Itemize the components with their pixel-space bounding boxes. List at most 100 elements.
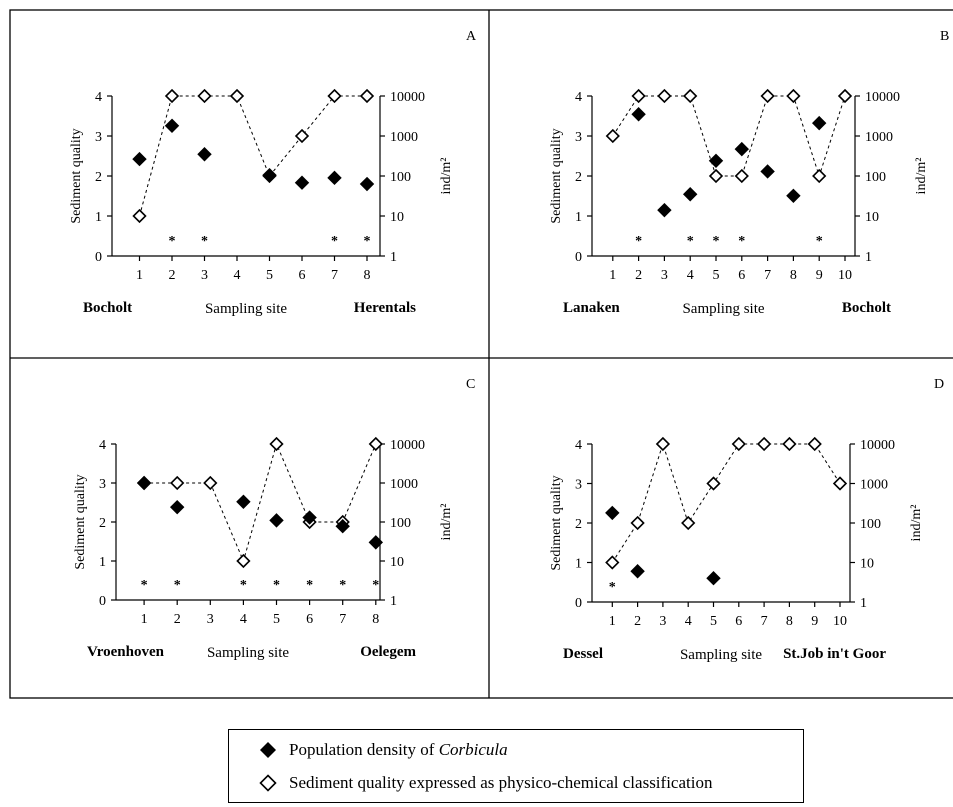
x-tick-label: 2 bbox=[169, 268, 176, 283]
x-tick-label: 4 bbox=[685, 614, 692, 629]
x-tick-label: 8 bbox=[364, 268, 371, 283]
density-point bbox=[294, 175, 310, 190]
left-tick-label: 2 bbox=[575, 517, 582, 532]
left-tick-label: 3 bbox=[95, 130, 102, 145]
asterisk-mark: * bbox=[816, 234, 823, 249]
left-tick-label: 4 bbox=[95, 90, 102, 105]
panel-letter: D bbox=[934, 377, 944, 392]
site-end-label: Herentals bbox=[354, 300, 416, 316]
asterisk-mark: * bbox=[609, 580, 616, 595]
asterisk-mark: * bbox=[364, 234, 371, 249]
x-tick-label: 7 bbox=[761, 614, 768, 629]
right-tick-label: 1 bbox=[865, 250, 872, 265]
right-tick-label: 100 bbox=[390, 170, 411, 185]
sediment-quality-point bbox=[631, 88, 646, 104]
asterisk-mark: * bbox=[174, 578, 181, 593]
left-tick-label: 2 bbox=[575, 170, 582, 185]
left-tick-label: 1 bbox=[575, 210, 582, 225]
x-tick-label: 5 bbox=[710, 614, 717, 629]
legend-quality-label: Sediment quality expressed as physico-ch… bbox=[289, 773, 713, 792]
density-point bbox=[302, 510, 317, 525]
x-tick-label: 8 bbox=[786, 614, 793, 629]
density-point bbox=[734, 141, 750, 157]
sediment-quality-point bbox=[229, 88, 245, 104]
site-end-label: Bocholt bbox=[842, 300, 891, 316]
right-tick-label: 10 bbox=[860, 557, 874, 572]
x-tick-label: 3 bbox=[201, 268, 208, 283]
sediment-quality-point bbox=[786, 88, 801, 104]
x-tick-label: 8 bbox=[372, 612, 379, 627]
x-tick-label: 7 bbox=[339, 612, 346, 627]
density-point bbox=[132, 151, 147, 167]
left-tick-label: 1 bbox=[575, 557, 582, 572]
sediment-quality-point bbox=[734, 168, 749, 184]
left-tick-label: 0 bbox=[575, 250, 582, 265]
site-start-label: Lanaken bbox=[563, 300, 620, 316]
site-end-label: Oelegem bbox=[360, 644, 416, 660]
sediment-quality-point bbox=[655, 436, 671, 452]
x-tick-label: 6 bbox=[306, 612, 313, 627]
density-point bbox=[262, 167, 277, 183]
sediment-quality-point bbox=[706, 476, 721, 491]
x-tick-label: 2 bbox=[634, 614, 641, 629]
left-tick-label: 0 bbox=[99, 594, 106, 609]
asterisk-mark: * bbox=[141, 578, 148, 593]
sediment-quality-point bbox=[832, 476, 848, 491]
x-tick-label: 1 bbox=[136, 268, 143, 283]
x-tick-label: 1 bbox=[141, 612, 148, 627]
right-tick-label: 100 bbox=[860, 517, 881, 532]
density-point bbox=[335, 519, 350, 534]
density-point bbox=[269, 513, 284, 528]
asterisk-mark: * bbox=[713, 234, 720, 249]
right-tick-label: 1000 bbox=[390, 130, 418, 145]
y-axis-label-right: ind/m² bbox=[914, 158, 929, 195]
x-tick-label: 5 bbox=[266, 268, 273, 283]
x-tick-label: 7 bbox=[764, 268, 771, 283]
sediment-quality-line bbox=[612, 95, 846, 178]
right-tick-label: 1 bbox=[390, 594, 397, 609]
density-point bbox=[760, 164, 775, 179]
sediment-quality-point bbox=[269, 436, 284, 452]
sediment-quality-point bbox=[327, 88, 342, 104]
chart-panel-c: C 0 1 2 3 4 1 10 100 1000 10000 1 2 3 4 5 6 7 8 Sediment qu… bbox=[73, 377, 475, 661]
left-tick-label: 4 bbox=[99, 438, 106, 453]
x-tick-label: 1 bbox=[609, 614, 616, 629]
sediment-quality-line bbox=[611, 442, 841, 563]
density-point bbox=[605, 505, 620, 521]
y-axis-label-left: Sediment quality bbox=[549, 475, 564, 570]
sediment-quality-point bbox=[294, 128, 310, 144]
y-axis-label-right: ind/m² bbox=[909, 505, 924, 542]
left-tick-label: 3 bbox=[575, 130, 582, 145]
density-point bbox=[327, 170, 342, 186]
sediment-quality-point bbox=[731, 436, 746, 452]
y-axis-label-left: Sediment quality bbox=[549, 128, 564, 223]
x-tick-label: 2 bbox=[174, 612, 181, 627]
x-tick-label: 3 bbox=[207, 612, 214, 627]
density-point bbox=[197, 147, 212, 162]
x-tick-label: 6 bbox=[299, 268, 306, 283]
x-tick-label: 5 bbox=[273, 612, 280, 627]
x-tick-label: 9 bbox=[816, 268, 823, 283]
right-tick-label: 10000 bbox=[390, 438, 425, 453]
sediment-quality-point bbox=[760, 88, 775, 104]
left-tick-label: 4 bbox=[575, 90, 582, 105]
panel-letter: B bbox=[940, 29, 949, 44]
asterisk-mark: * bbox=[331, 234, 338, 249]
left-tick-label: 4 bbox=[575, 438, 582, 453]
x-tick-label: 6 bbox=[735, 614, 742, 629]
asterisk-mark: * bbox=[339, 578, 346, 593]
sediment-quality-point bbox=[605, 555, 620, 570]
right-tick-label: 10 bbox=[865, 210, 879, 225]
asterisk-mark: * bbox=[240, 578, 247, 593]
left-tick-label: 1 bbox=[95, 210, 102, 225]
right-tick-label: 1000 bbox=[860, 478, 888, 493]
density-point bbox=[708, 153, 724, 168]
density-point bbox=[136, 475, 152, 491]
density-point bbox=[682, 187, 698, 202]
right-tick-label: 1 bbox=[860, 596, 867, 611]
sediment-quality-point bbox=[708, 168, 724, 184]
x-tick-label: 4 bbox=[234, 268, 241, 283]
x-tick-label: 5 bbox=[713, 268, 720, 283]
density-point bbox=[631, 107, 646, 122]
density-point bbox=[706, 571, 721, 586]
